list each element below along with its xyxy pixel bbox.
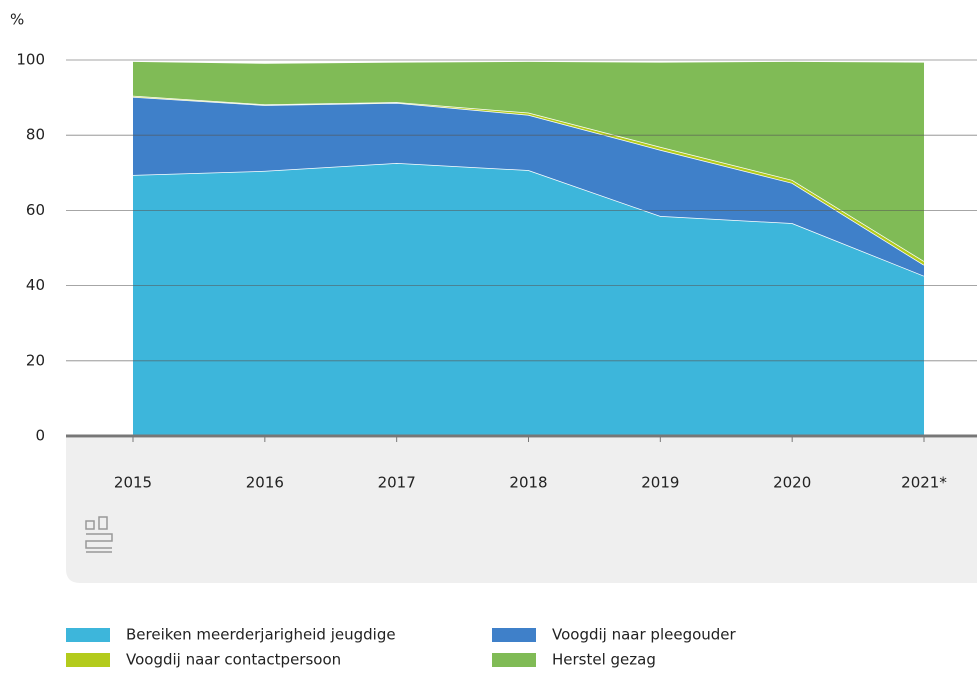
x-tick-label: 2017	[378, 474, 416, 492]
legend-label: Voogdij naar contactpersoon	[126, 651, 341, 669]
y-tick-label: 20	[26, 351, 45, 369]
y-tick-label: 40	[26, 276, 45, 294]
y-tick-label: 80	[26, 126, 45, 144]
legend-swatch	[66, 653, 110, 667]
area	[133, 163, 924, 437]
y-tick-label: 0	[35, 427, 45, 445]
legend-swatch	[66, 628, 110, 642]
area	[133, 96, 924, 276]
y-axis-label: %	[10, 11, 24, 29]
legend-label: Herstel gezag	[552, 651, 656, 669]
y-tick-label: 100	[16, 51, 45, 69]
legend-label: Voogdij naar pleegouder	[552, 626, 737, 644]
x-tick-label: 2021*	[901, 474, 947, 492]
x-tick-label: 2015	[114, 474, 152, 492]
legend-swatch	[492, 628, 536, 642]
legend-label: Bereiken meerderjarigheid jeugdige	[126, 626, 396, 644]
logo	[85, 516, 113, 553]
x-tick-label: 2016	[246, 474, 284, 492]
area-edge	[132, 60, 925, 64]
x-tick-label: 2018	[509, 474, 547, 492]
y-tick-label: 60	[26, 201, 45, 219]
area	[133, 61, 924, 262]
x-axis-panel	[66, 438, 977, 583]
legend-swatch	[492, 653, 536, 667]
x-tick-label: 2020	[773, 474, 811, 492]
x-tick-label: 2019	[641, 474, 679, 492]
